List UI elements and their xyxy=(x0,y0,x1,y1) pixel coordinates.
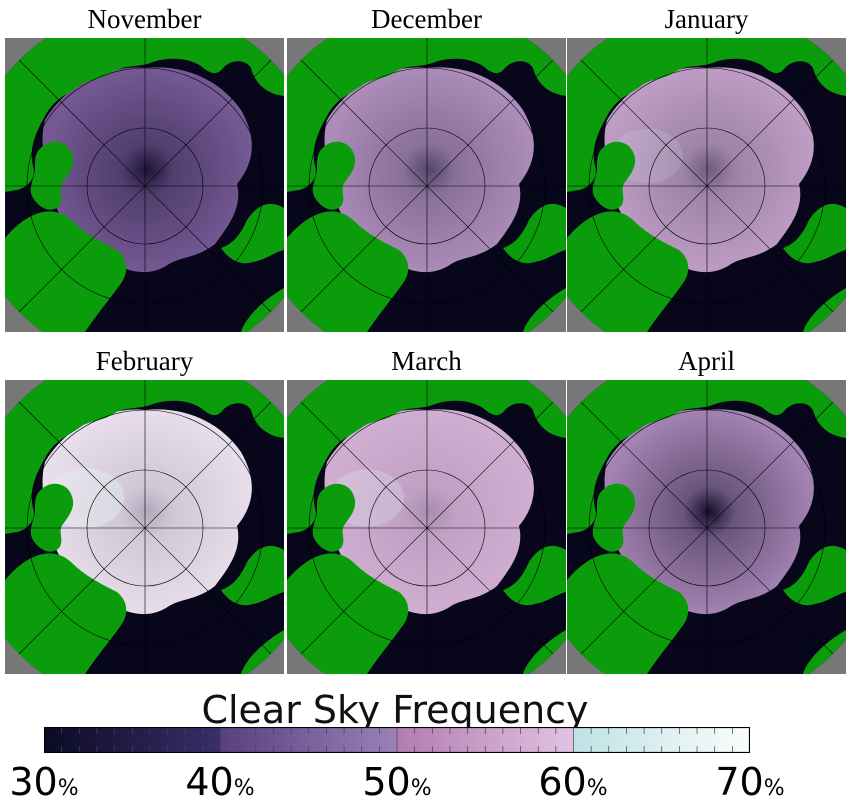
map-panel-march: March xyxy=(287,342,566,674)
colorbar xyxy=(44,727,750,753)
land-greenland xyxy=(287,553,409,674)
graticule xyxy=(5,38,284,332)
land-eurasia xyxy=(503,545,566,606)
land-archipelago xyxy=(30,141,74,210)
panel-title: April xyxy=(678,346,735,376)
polar-map xyxy=(287,38,566,332)
panel-title: November xyxy=(87,4,202,34)
graticule xyxy=(567,38,846,332)
land-archipelago xyxy=(312,483,356,552)
land-archipelago xyxy=(30,483,74,552)
colorbar-tick-label: 30% xyxy=(9,760,79,804)
land-north xyxy=(567,38,846,192)
polar-map xyxy=(567,38,846,332)
graticule xyxy=(287,38,566,332)
graticule xyxy=(567,380,846,674)
land-greenland xyxy=(287,211,409,332)
sea-ice-clear-sky xyxy=(42,67,252,273)
land-eurasia xyxy=(503,203,566,264)
sea-ice-clear-sky xyxy=(604,67,814,273)
land-greenland xyxy=(567,211,689,332)
map-panel-april: April xyxy=(567,342,846,674)
colorbar-tick-label: 60% xyxy=(538,760,608,804)
panel-title: December xyxy=(371,4,482,34)
land-greenland xyxy=(5,211,127,332)
land-eurasia xyxy=(221,545,284,606)
colorbar-tick-label: 50% xyxy=(362,760,432,804)
map-panel-november: November xyxy=(5,0,284,332)
land-north xyxy=(287,380,566,534)
land-eurasia xyxy=(783,545,846,606)
land-greenland xyxy=(567,553,689,674)
colorbar-tick-label: 70% xyxy=(715,760,785,804)
land-north xyxy=(287,38,566,192)
graticule xyxy=(287,380,566,674)
polar-map xyxy=(5,38,284,332)
land-eurasia xyxy=(783,203,846,264)
land-greenland xyxy=(5,553,127,674)
panel-title: January xyxy=(664,4,749,34)
land-eurasia xyxy=(221,203,284,264)
map-panel-january: January xyxy=(567,0,846,332)
polar-map xyxy=(5,380,284,674)
sea-ice-clear-sky xyxy=(604,409,814,615)
land-north xyxy=(5,38,284,192)
sea-ice-clear-sky xyxy=(324,409,534,615)
legend-title: Clear Sky Frequency xyxy=(201,688,589,732)
land-north xyxy=(5,380,284,534)
land-archipelago xyxy=(592,483,636,552)
map-panel-february: February xyxy=(5,342,284,674)
land-archipelago xyxy=(592,141,636,210)
land-archipelago xyxy=(312,141,356,210)
polar-map xyxy=(567,380,846,674)
sea-ice-clear-sky xyxy=(324,67,534,273)
map-panel-december: December xyxy=(287,0,566,332)
graticule xyxy=(5,380,284,674)
polar-map xyxy=(287,380,566,674)
colorbar-tick-label: 40% xyxy=(185,760,255,804)
land-north xyxy=(567,380,846,534)
sea-ice-clear-sky xyxy=(42,409,252,615)
panel-title: March xyxy=(391,346,462,376)
panel-title: February xyxy=(95,346,194,376)
